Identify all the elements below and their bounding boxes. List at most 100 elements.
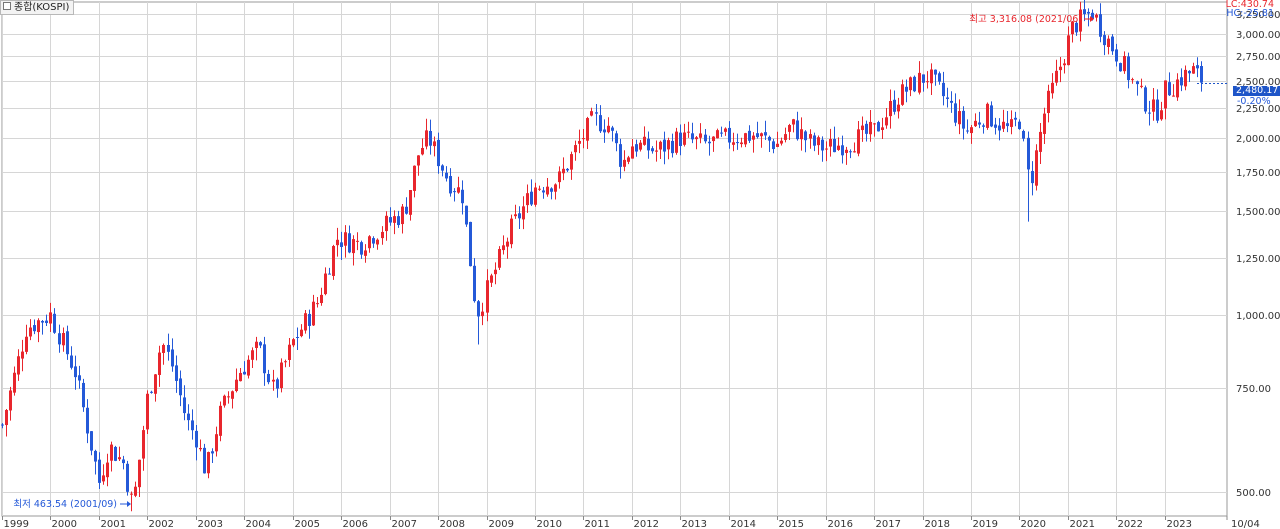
- candle-body: [849, 151, 852, 153]
- candle-body: [877, 122, 880, 132]
- candle-body: [554, 184, 557, 192]
- candle-body: [800, 129, 803, 140]
- candle-body: [179, 378, 182, 396]
- candle-body: [397, 216, 400, 226]
- candle-body: [1022, 130, 1025, 139]
- candle-body: [578, 140, 581, 144]
- candle-body: [1039, 131, 1042, 152]
- candle-body: [615, 133, 618, 144]
- last-price-badge: 2,480.17: [1233, 86, 1280, 96]
- candle-body: [219, 405, 222, 436]
- change-percent: -0.20%: [1237, 96, 1271, 107]
- candle-body: [792, 119, 795, 125]
- candle-body: [599, 115, 602, 132]
- candle-body: [195, 430, 198, 448]
- candle-body: [744, 133, 747, 145]
- x-tick-label: 2010: [537, 519, 562, 529]
- candle-body: [336, 239, 339, 246]
- candle-body: [199, 448, 202, 450]
- candle-body: [1180, 77, 1183, 86]
- candle-body: [1107, 38, 1110, 47]
- candle-body: [510, 218, 513, 245]
- candle-body: [821, 139, 824, 151]
- candle-body: [728, 127, 731, 143]
- hc-readout: HC:-25.81: [1226, 8, 1274, 19]
- candle-body: [376, 239, 379, 245]
- candle-body: [1079, 9, 1082, 32]
- candle-body: [1002, 121, 1005, 129]
- candle-body: [348, 233, 351, 253]
- candle-body: [368, 236, 371, 249]
- candle-body: [356, 240, 359, 242]
- candle-body: [667, 140, 670, 150]
- expand-icon[interactable]: [3, 2, 11, 10]
- candle-body: [607, 125, 610, 133]
- y-tick-label: 1,250.00: [1236, 254, 1280, 265]
- candle-body: [154, 374, 157, 394]
- candle-body: [1099, 14, 1102, 37]
- candle-body: [340, 242, 343, 247]
- candle-body: [736, 142, 739, 144]
- candle-body: [550, 188, 553, 192]
- candle-body: [659, 141, 662, 150]
- candle-body: [413, 165, 416, 191]
- candle-body: [231, 391, 234, 399]
- candle-body: [897, 104, 900, 112]
- candle-body: [978, 122, 981, 125]
- chart-title-box[interactable]: 종합(KOSPI): [0, 0, 75, 15]
- candle-body: [1148, 112, 1151, 114]
- candle-body: [360, 242, 363, 255]
- candle-body: [796, 120, 799, 140]
- candle-body: [239, 372, 242, 382]
- candle-body: [122, 459, 125, 464]
- y-tick-label: 2,000.00: [1236, 134, 1280, 145]
- x-tick-label: 2017: [876, 519, 901, 529]
- x-tick-label: 1999: [4, 519, 29, 529]
- candle-body: [663, 139, 666, 152]
- candle-body: [804, 131, 807, 141]
- grid-layer: [1, 1, 1228, 517]
- annotation-layer: 최고 3,316.08 (2021/06) 최저 463.54 (2001/09…: [13, 14, 1094, 510]
- candle-body: [259, 342, 262, 346]
- candle-body: [1184, 69, 1187, 87]
- candle-body: [66, 331, 69, 355]
- x-tick-label: 2012: [634, 519, 659, 529]
- candle-body: [393, 216, 396, 223]
- candle-body: [566, 168, 569, 171]
- candle-body: [1055, 70, 1058, 83]
- candle-body: [389, 217, 392, 223]
- candle-body: [409, 190, 412, 215]
- candle-body: [1192, 66, 1195, 74]
- candle-body: [381, 231, 384, 239]
- candle-body: [312, 301, 315, 326]
- candle-body: [780, 140, 783, 144]
- candle-body: [623, 159, 626, 167]
- x-tick-label: 2015: [779, 519, 804, 529]
- candle-body: [708, 141, 711, 144]
- high-annotation-label: 최고 3,316.08 (2021/06): [969, 14, 1082, 25]
- candle-body: [296, 337, 299, 339]
- candle-body: [29, 327, 32, 337]
- candle-body: [1115, 49, 1118, 62]
- candle-body: [138, 459, 141, 488]
- candle-body: [1087, 11, 1090, 14]
- high-arrow-icon: [1090, 16, 1094, 22]
- candle-body: [223, 395, 226, 406]
- candle-body: [687, 131, 690, 133]
- candle-body: [25, 336, 28, 352]
- candle-body: [171, 349, 174, 367]
- candle-body: [1027, 137, 1030, 170]
- candle-body: [1071, 21, 1074, 35]
- candle-body: [627, 157, 630, 162]
- candle-body: [227, 396, 230, 398]
- candle-body: [86, 407, 89, 434]
- candle-body: [768, 136, 771, 141]
- candle-body: [118, 457, 121, 460]
- x-tick-label: 2011: [585, 519, 610, 529]
- candle-body: [1196, 65, 1199, 69]
- candle-body: [502, 245, 505, 251]
- candle-body: [966, 130, 969, 132]
- candle-body: [1160, 110, 1163, 120]
- candle-body: [45, 320, 48, 324]
